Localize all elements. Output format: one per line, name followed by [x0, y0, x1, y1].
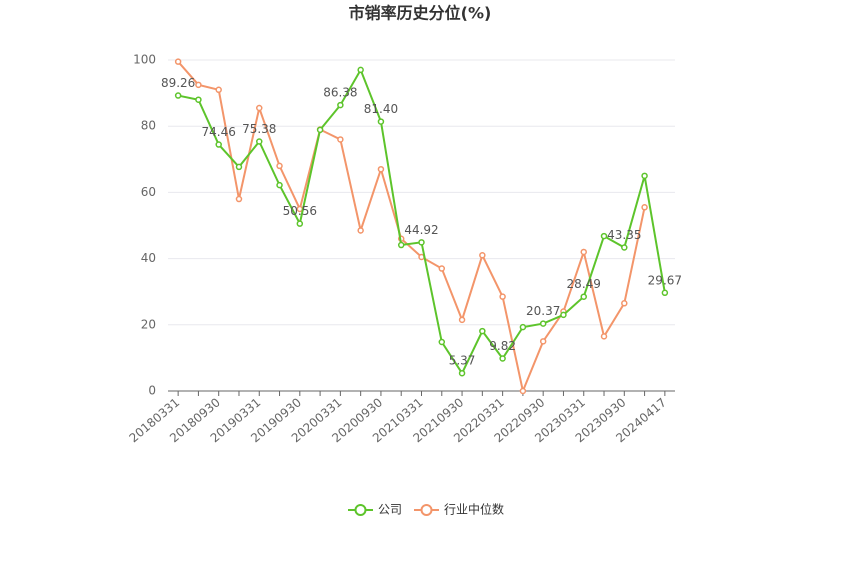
- point: [539, 320, 547, 327]
- point: [600, 333, 608, 340]
- legend-marker: [420, 504, 433, 516]
- point: [174, 92, 182, 99]
- point: [357, 66, 364, 74]
- point: [195, 96, 202, 103]
- data-label: 43.35: [607, 228, 641, 242]
- point: [479, 252, 486, 259]
- point: [519, 323, 527, 331]
- data-label: 5.37: [449, 354, 476, 368]
- data-label: 81.40: [364, 102, 398, 116]
- data-label: 28.49: [567, 277, 601, 291]
- series-line: [177, 67, 666, 376]
- point: [560, 311, 567, 319]
- point: [621, 300, 628, 307]
- point: [256, 138, 263, 145]
- point: [397, 241, 405, 249]
- data-label: 29.67: [648, 273, 682, 287]
- point: [438, 338, 446, 346]
- point: [479, 327, 486, 335]
- point: [235, 195, 243, 203]
- point: [499, 293, 506, 300]
- series-line: [177, 60, 646, 395]
- point: [357, 227, 364, 234]
- y-tick-label: 20: [141, 317, 156, 331]
- y-tick-label: 0: [148, 384, 156, 398]
- data-label: 44.92: [404, 223, 438, 237]
- point: [600, 232, 608, 240]
- point: [539, 338, 547, 345]
- chart-title: 市销率历史分位(%): [349, 4, 492, 23]
- point: [276, 181, 283, 189]
- point: [580, 293, 587, 300]
- legend-label: 公司: [378, 503, 402, 517]
- legend-marker: [354, 504, 367, 516]
- y-tick-label: 100: [133, 53, 156, 67]
- y-tick-label: 40: [141, 251, 156, 265]
- point: [296, 220, 304, 227]
- point: [316, 126, 324, 134]
- data-label: 74.46: [202, 125, 236, 139]
- point: [641, 172, 648, 180]
- point: [458, 369, 466, 377]
- data-label: 20.37: [526, 304, 560, 318]
- point: [377, 165, 385, 173]
- point: [580, 248, 587, 256]
- point: [438, 265, 446, 272]
- point: [256, 104, 263, 112]
- data-label: 89.26: [161, 76, 195, 90]
- point: [377, 118, 385, 125]
- data-label: 86.38: [323, 86, 357, 100]
- point: [195, 81, 202, 89]
- point: [621, 244, 628, 251]
- point: [337, 136, 344, 143]
- point: [215, 141, 222, 148]
- data-label: 75.38: [242, 122, 276, 136]
- point: [499, 355, 506, 362]
- point: [661, 289, 669, 297]
- point: [337, 101, 344, 109]
- y-tick-label: 60: [141, 185, 156, 199]
- legend-label: 行业中位数: [444, 502, 504, 517]
- point: [215, 86, 222, 94]
- point: [458, 316, 466, 324]
- point: [641, 204, 648, 211]
- y-tick-label: 80: [141, 119, 156, 133]
- point: [174, 58, 182, 65]
- point: [276, 162, 283, 170]
- point: [235, 163, 243, 171]
- point: [418, 239, 425, 246]
- point: [519, 387, 527, 395]
- data-label: 9.82: [489, 339, 516, 353]
- data-label: 50.56: [283, 204, 317, 218]
